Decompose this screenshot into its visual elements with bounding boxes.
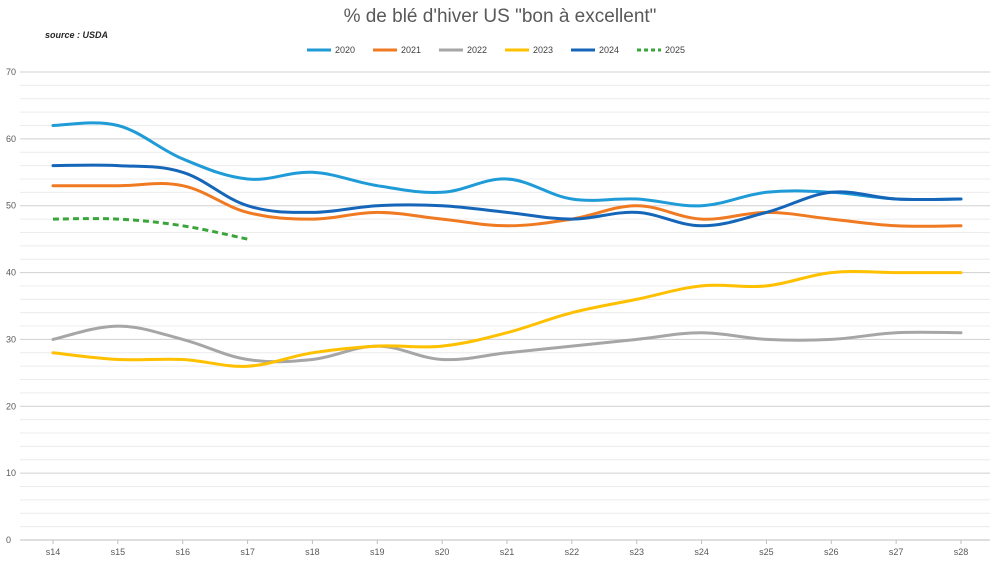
x-tick-label: s20 (435, 547, 450, 557)
grid (20, 71, 990, 541)
series-line-2023 (51, 270, 963, 368)
x-tick-label: s24 (694, 547, 709, 557)
y-tick-label: 30 (6, 334, 16, 344)
x-tick-label: s23 (629, 547, 644, 557)
x-tick-label: s16 (175, 547, 190, 557)
y-tick-label: 50 (6, 201, 16, 211)
series-line-2022 (51, 324, 963, 364)
x-tick-label: s18 (305, 547, 320, 557)
x-tick-label: s14 (46, 547, 61, 557)
series-line-2025 (52, 217, 248, 241)
x-tick-label: s15 (111, 547, 126, 557)
x-tick-label: s26 (824, 547, 839, 557)
legend-entry-2022: 2022 (439, 45, 487, 55)
legend-label: 2022 (467, 45, 487, 55)
series-lines (51, 121, 963, 368)
y-tick-label: 60 (6, 134, 16, 144)
series-line-2020 (51, 121, 963, 208)
x-tick-label: s21 (500, 547, 515, 557)
x-tick-label: s27 (889, 547, 904, 557)
legend-label: 2024 (599, 45, 619, 55)
chart-title: % de blé d'hiver US "bon à excellent" (343, 6, 657, 27)
legend: 2020 2021 2022 2023 2024 2025 (307, 45, 685, 55)
x-tick-label: s17 (240, 547, 255, 557)
y-tick-label: 0 (6, 535, 11, 545)
series-line-2021 (51, 182, 963, 228)
legend-label: 2023 (533, 45, 553, 55)
legend-entry-2025: 2025 (637, 45, 685, 55)
chart-source: source : USDA (45, 30, 109, 40)
x-tick-label: s19 (370, 547, 385, 557)
x-tick-label: s28 (954, 547, 969, 557)
legend-label: 2025 (665, 45, 685, 55)
y-tick-label: 20 (6, 401, 16, 411)
x-tick-label: s25 (759, 547, 774, 557)
axes: 0 10 20 30 40 50 60 70 s14 s15 s16 s17 s18 s19 s20 s21 s… (6, 67, 990, 557)
legend-entry-2021: 2021 (373, 45, 421, 55)
legend-label: 2020 (335, 45, 355, 55)
legend-label: 2021 (401, 45, 421, 55)
y-tick-label: 40 (6, 268, 16, 278)
legend-entry-2023: 2023 (505, 45, 553, 55)
y-tick-label: 70 (6, 67, 16, 77)
y-tick-label: 10 (6, 468, 16, 478)
x-tick-label: s22 (565, 547, 580, 557)
series-line-2024 (51, 163, 963, 228)
legend-entry-2020: 2020 (307, 45, 355, 55)
legend-entry-2024: 2024 (571, 45, 619, 55)
